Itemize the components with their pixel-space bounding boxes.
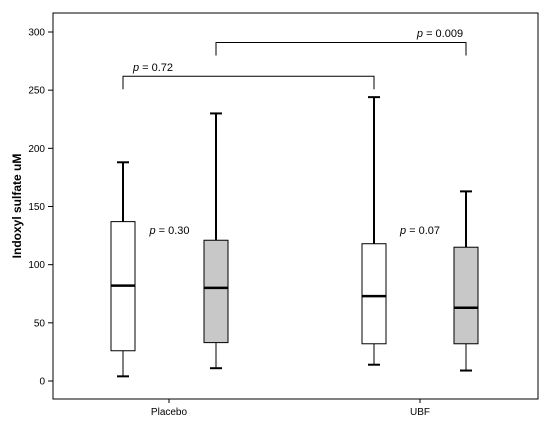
y-tick-label: 300 bbox=[28, 28, 45, 39]
p-value-label: p = 0.009 bbox=[416, 28, 463, 40]
p-value-label: p = 0.30 bbox=[148, 225, 189, 237]
x-tick-label: UBF bbox=[410, 407, 430, 418]
y-tick-label: 250 bbox=[28, 86, 45, 97]
box-iqr bbox=[361, 243, 387, 345]
y-tick-label: 200 bbox=[28, 144, 45, 155]
y-axis: 0 50 100 150 200 250 300 bbox=[28, 28, 53, 388]
p-value-label: p = 0.72 bbox=[132, 62, 173, 74]
significance-bracket bbox=[215, 41, 467, 56]
box-iqr bbox=[203, 239, 229, 344]
y-tick-label: 150 bbox=[28, 202, 45, 213]
y-tick-label: 50 bbox=[34, 318, 46, 329]
x-tick-label: Placebo bbox=[151, 407, 188, 418]
p-value-annotation-4: p = 0.009 bbox=[215, 28, 467, 56]
y-axis-title: Indoxyl sulfate uM bbox=[10, 154, 24, 259]
box-iqr bbox=[453, 246, 479, 345]
box-2 bbox=[203, 112, 229, 370]
box-4 bbox=[453, 190, 479, 372]
p-value-annotation-2: p = 0.07 bbox=[399, 225, 440, 237]
x-axis: Placebo UBF bbox=[151, 399, 430, 418]
p-value-annotation-3: p = 0.72 bbox=[122, 62, 375, 90]
boxes-group bbox=[110, 96, 479, 378]
annotations-group: p = 0.30 p = 0.07 p = 0.72 p = 0.009 bbox=[122, 28, 467, 237]
y-tick-label: 100 bbox=[28, 260, 45, 271]
p-value-label: p = 0.07 bbox=[399, 225, 440, 237]
p-value-annotation-1: p = 0.30 bbox=[148, 225, 189, 237]
box-1 bbox=[110, 161, 136, 378]
box-3 bbox=[361, 96, 387, 366]
significance-bracket bbox=[122, 75, 375, 90]
y-tick-label: 0 bbox=[39, 377, 45, 388]
